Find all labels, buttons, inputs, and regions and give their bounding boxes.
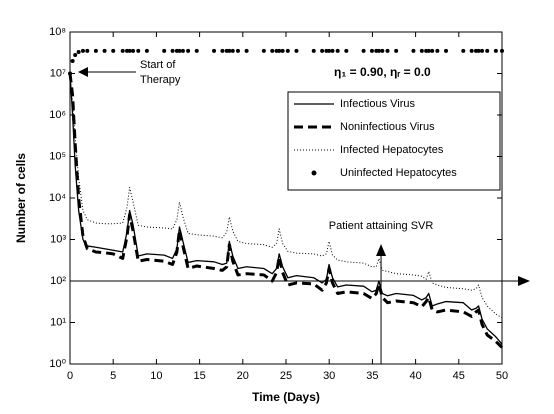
line <box>69 77 503 319</box>
annotation: Therapy <box>140 74 181 86</box>
x-axis-label: Time (Days) <box>252 390 320 404</box>
point <box>394 48 399 53</box>
point <box>344 48 349 53</box>
point <box>80 48 85 53</box>
y-tick-label: 10⁵ <box>49 150 66 162</box>
x-tick-label: 0 <box>67 370 73 382</box>
legend-swatch <box>311 170 317 176</box>
point <box>73 52 78 57</box>
point <box>102 48 107 53</box>
legend-label: Infectious Virus <box>340 98 416 110</box>
point <box>493 48 498 53</box>
arrow-head <box>518 276 530 286</box>
point <box>469 48 474 53</box>
point <box>480 48 485 53</box>
point <box>311 48 316 53</box>
point <box>244 48 249 53</box>
point <box>411 48 416 53</box>
point <box>361 48 366 53</box>
arrow-head <box>376 244 387 256</box>
legend-label: Uninfected Hepatocytes <box>340 167 457 179</box>
point <box>194 48 199 53</box>
x-tick-label: 10 <box>150 370 162 382</box>
point <box>85 48 90 53</box>
point <box>180 48 185 53</box>
legend: Infectious Virus Noninfectious Virus Infec… <box>287 91 501 191</box>
point <box>385 48 390 53</box>
y-tick-label: 10² <box>50 275 66 287</box>
point <box>93 48 98 53</box>
point <box>220 48 225 53</box>
legend-box <box>287 91 501 191</box>
y-tick-label: 10⁴ <box>49 192 66 204</box>
x-tick-label: 50 <box>496 370 508 382</box>
point <box>212 48 217 53</box>
point <box>485 48 490 53</box>
point <box>369 48 374 53</box>
x-tick-label: 25 <box>280 370 292 382</box>
point <box>419 48 424 53</box>
point <box>186 48 191 53</box>
x-tick-label: 30 <box>323 370 335 382</box>
point <box>335 48 340 53</box>
point <box>127 48 132 53</box>
plot-frame <box>69 31 503 365</box>
point <box>270 48 275 53</box>
point <box>435 48 440 53</box>
y-tick-label: 10³ <box>50 233 66 245</box>
line <box>68 73 504 349</box>
point <box>131 48 136 53</box>
x-tick-label: 20 <box>237 370 249 382</box>
point <box>280 48 285 53</box>
legend-label: Infected Hepatocytes <box>340 144 444 156</box>
point <box>227 48 232 53</box>
point <box>230 48 235 53</box>
point <box>500 48 504 53</box>
y-tick-label: 10⁶ <box>49 109 66 121</box>
point <box>294 48 299 53</box>
point <box>162 48 167 53</box>
point <box>111 48 116 53</box>
y-tick-label: 10⁰ <box>49 358 66 370</box>
point <box>261 48 266 53</box>
point <box>330 48 335 53</box>
point <box>327 48 332 53</box>
point <box>177 48 182 53</box>
x-tick-label: 15 <box>193 370 205 382</box>
annotation: Start of <box>140 59 176 71</box>
annotation: η₁ = 0.90, ηᵣ = 0.0 <box>334 65 431 79</box>
point <box>120 48 125 53</box>
point <box>136 48 141 53</box>
point <box>285 48 290 53</box>
point <box>277 48 282 53</box>
x-tick-label: 45 <box>453 370 465 382</box>
y-axis-label: Number of cells <box>14 153 28 243</box>
x-tick-label: 40 <box>409 370 421 382</box>
y-tick-label: 10¹ <box>50 316 66 328</box>
legend-label: Noninfectious Virus <box>340 121 435 133</box>
point <box>430 48 435 53</box>
x-tick-label: 5 <box>110 370 116 382</box>
point <box>380 48 385 53</box>
y-tick-label: 10⁷ <box>50 67 66 79</box>
point <box>68 71 72 76</box>
point <box>170 48 175 53</box>
point <box>444 48 449 53</box>
point <box>376 48 381 53</box>
point <box>235 48 240 53</box>
point <box>476 48 481 53</box>
point <box>76 49 81 54</box>
point <box>461 48 466 53</box>
point <box>70 59 75 64</box>
annotation: Patient attaining SVR <box>329 220 434 232</box>
point <box>426 48 431 53</box>
y-tick-label: 10⁸ <box>49 26 66 38</box>
point <box>320 48 325 53</box>
arrow-head <box>78 67 88 77</box>
x-tick-label: 35 <box>366 370 378 382</box>
point <box>144 48 149 53</box>
